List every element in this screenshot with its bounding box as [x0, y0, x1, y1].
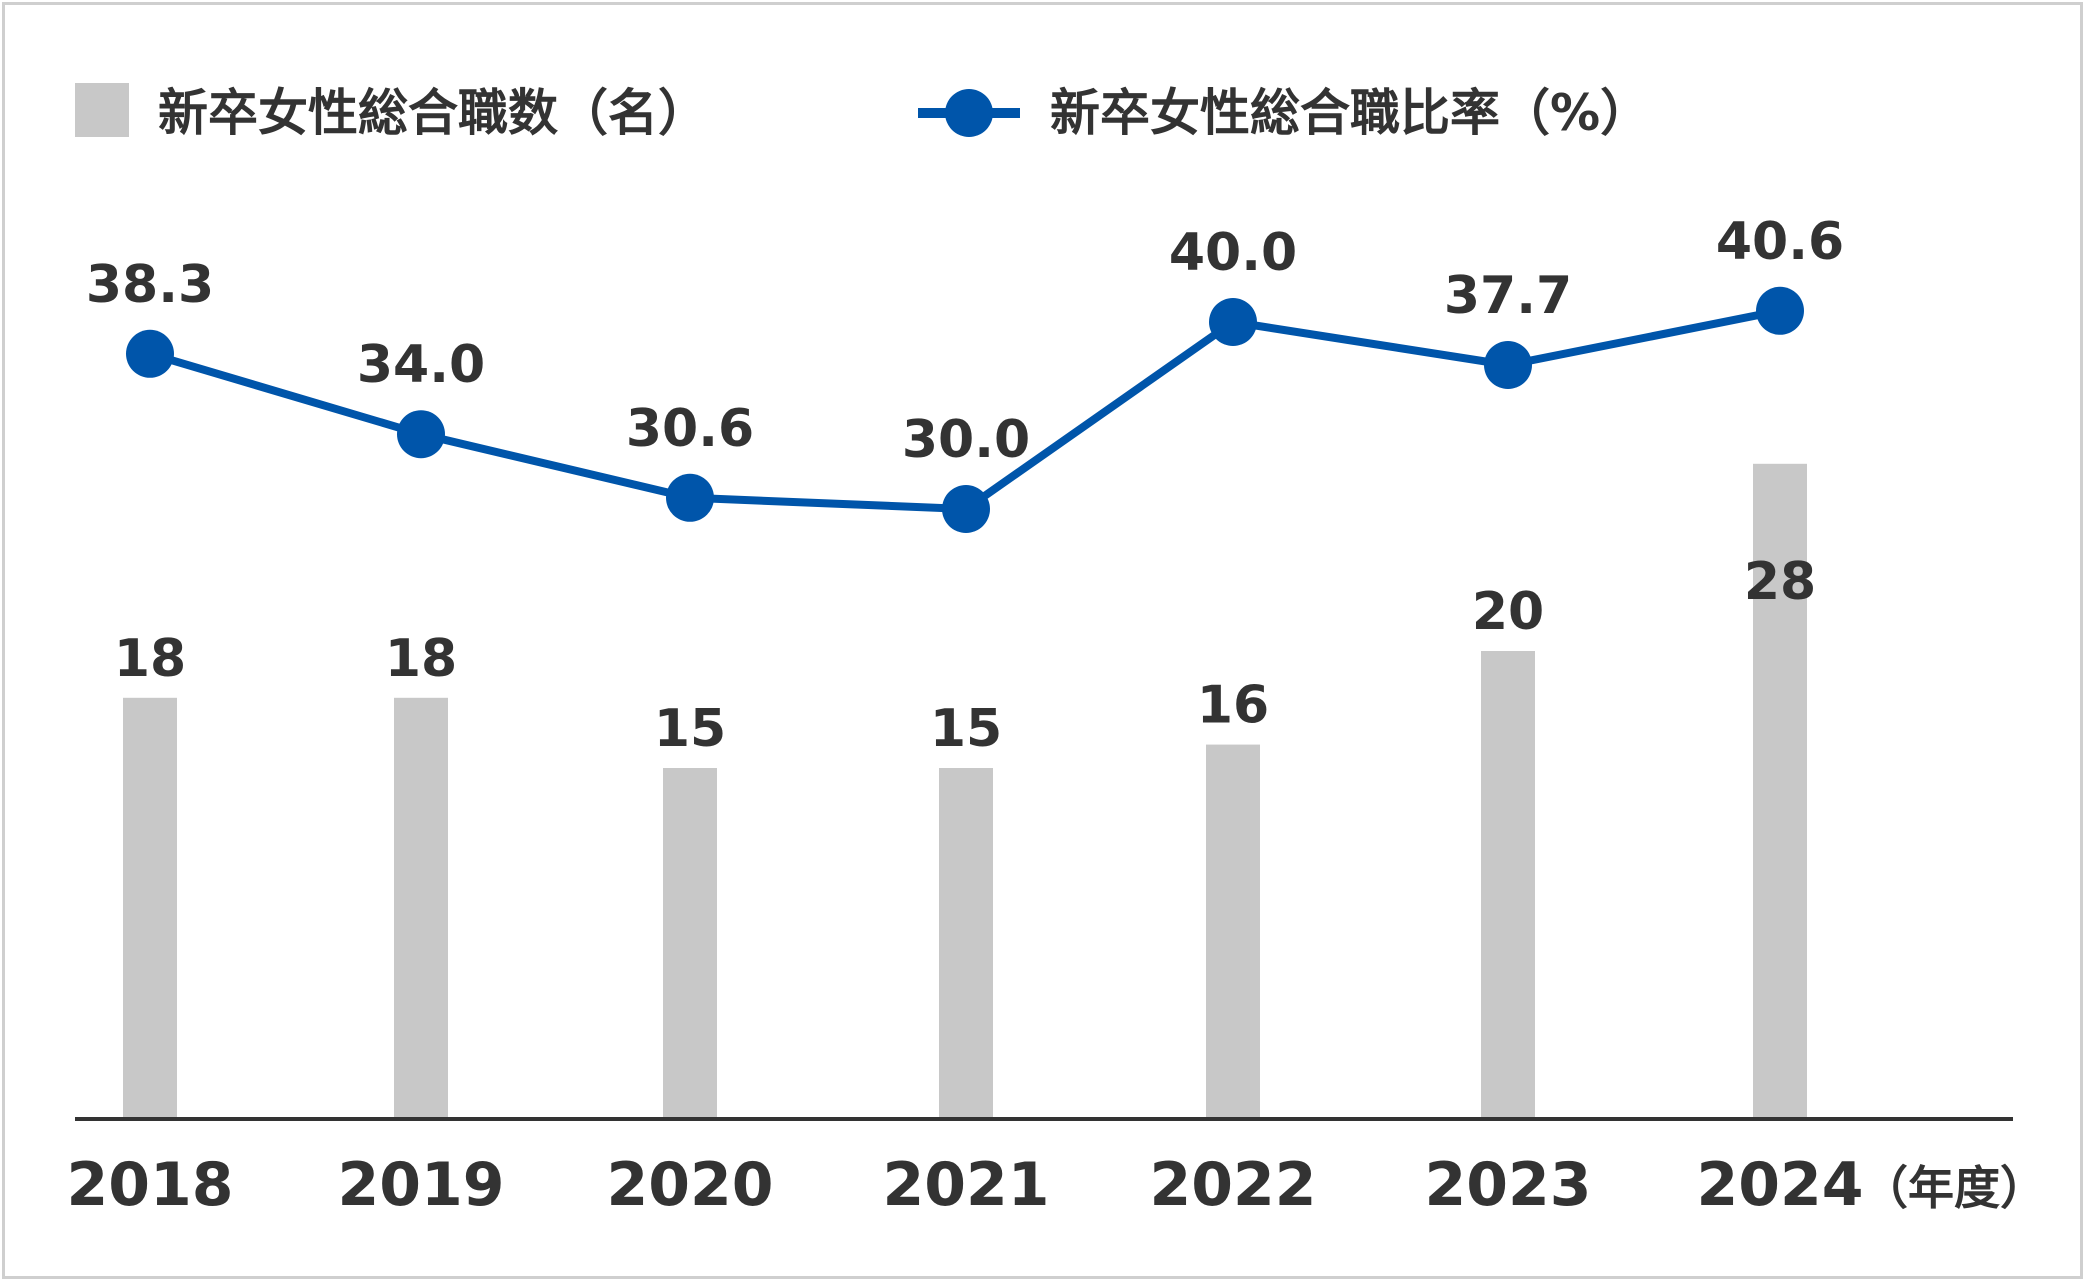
line-point-2020: [666, 473, 714, 522]
line-value-label: 34.0: [357, 335, 485, 395]
bar-2022: [1206, 744, 1260, 1119]
legend-line-marker: [945, 89, 993, 137]
x-axis-unit: （年度）: [1862, 1161, 2046, 1215]
legend: 新卒女性総合職数（名） 新卒女性総合職比率（%）: [75, 83, 1650, 142]
bar-value-label: 18: [385, 629, 457, 689]
x-tick-label: 2019: [338, 1150, 505, 1220]
line-value-label: 30.0: [902, 410, 1030, 470]
bar-value-label: 15: [930, 699, 1002, 759]
bar-value-label: 20: [1472, 582, 1544, 642]
bar-value-label: 28: [1744, 552, 1816, 612]
line-point-2022: [1209, 298, 1257, 346]
x-tick-label: 2022: [1150, 1150, 1317, 1220]
bar-2024: [1753, 463, 1807, 1119]
legend-bar-label: 新卒女性総合職数（名）: [158, 84, 708, 142]
line-series: [126, 286, 1804, 533]
x-tick-label: 2023: [1425, 1150, 1592, 1220]
bar-2021: [939, 768, 993, 1119]
line-value-label: 30.6: [626, 399, 754, 459]
line-point-2018: [126, 329, 174, 378]
legend-line-label: 新卒女性総合職比率（%）: [1050, 84, 1650, 142]
x-tick-label: 2024: [1697, 1150, 1864, 1220]
line-data-labels: 38.3 34.0 30.6 30.0 40.0 37.7 40.6: [86, 212, 1844, 470]
x-tick-label: 2021: [883, 1150, 1050, 1220]
bar-2020: [663, 768, 717, 1119]
bar-value-label: 15: [654, 699, 726, 759]
bar-series: [123, 463, 1807, 1119]
line-value-label: 38.3: [86, 255, 214, 315]
line-point-2019: [397, 410, 445, 459]
bar-value-label: 16: [1197, 676, 1269, 736]
x-tick-label: 2018: [67, 1150, 234, 1220]
bar-2018: [123, 697, 177, 1119]
bar-value-label: 18: [114, 629, 186, 689]
line-point-2023: [1484, 341, 1532, 390]
line-point-2024: [1756, 286, 1804, 335]
line-value-label: 37.7: [1444, 266, 1572, 326]
legend-bar-swatch: [75, 83, 129, 137]
line-value-label: 40.0: [1169, 223, 1297, 283]
bar-data-labels: 18 18 15 15 16 20 28: [114, 552, 1816, 759]
bar-2023: [1481, 651, 1535, 1119]
line-value-label: 40.6: [1716, 212, 1844, 272]
x-tick-label: 2020: [607, 1150, 774, 1220]
line-point-2021: [942, 485, 990, 533]
x-axis-ticks: 2018 2019 2020 2021 2022 2023 2024: [67, 1150, 1864, 1220]
bar-2019: [394, 697, 448, 1119]
